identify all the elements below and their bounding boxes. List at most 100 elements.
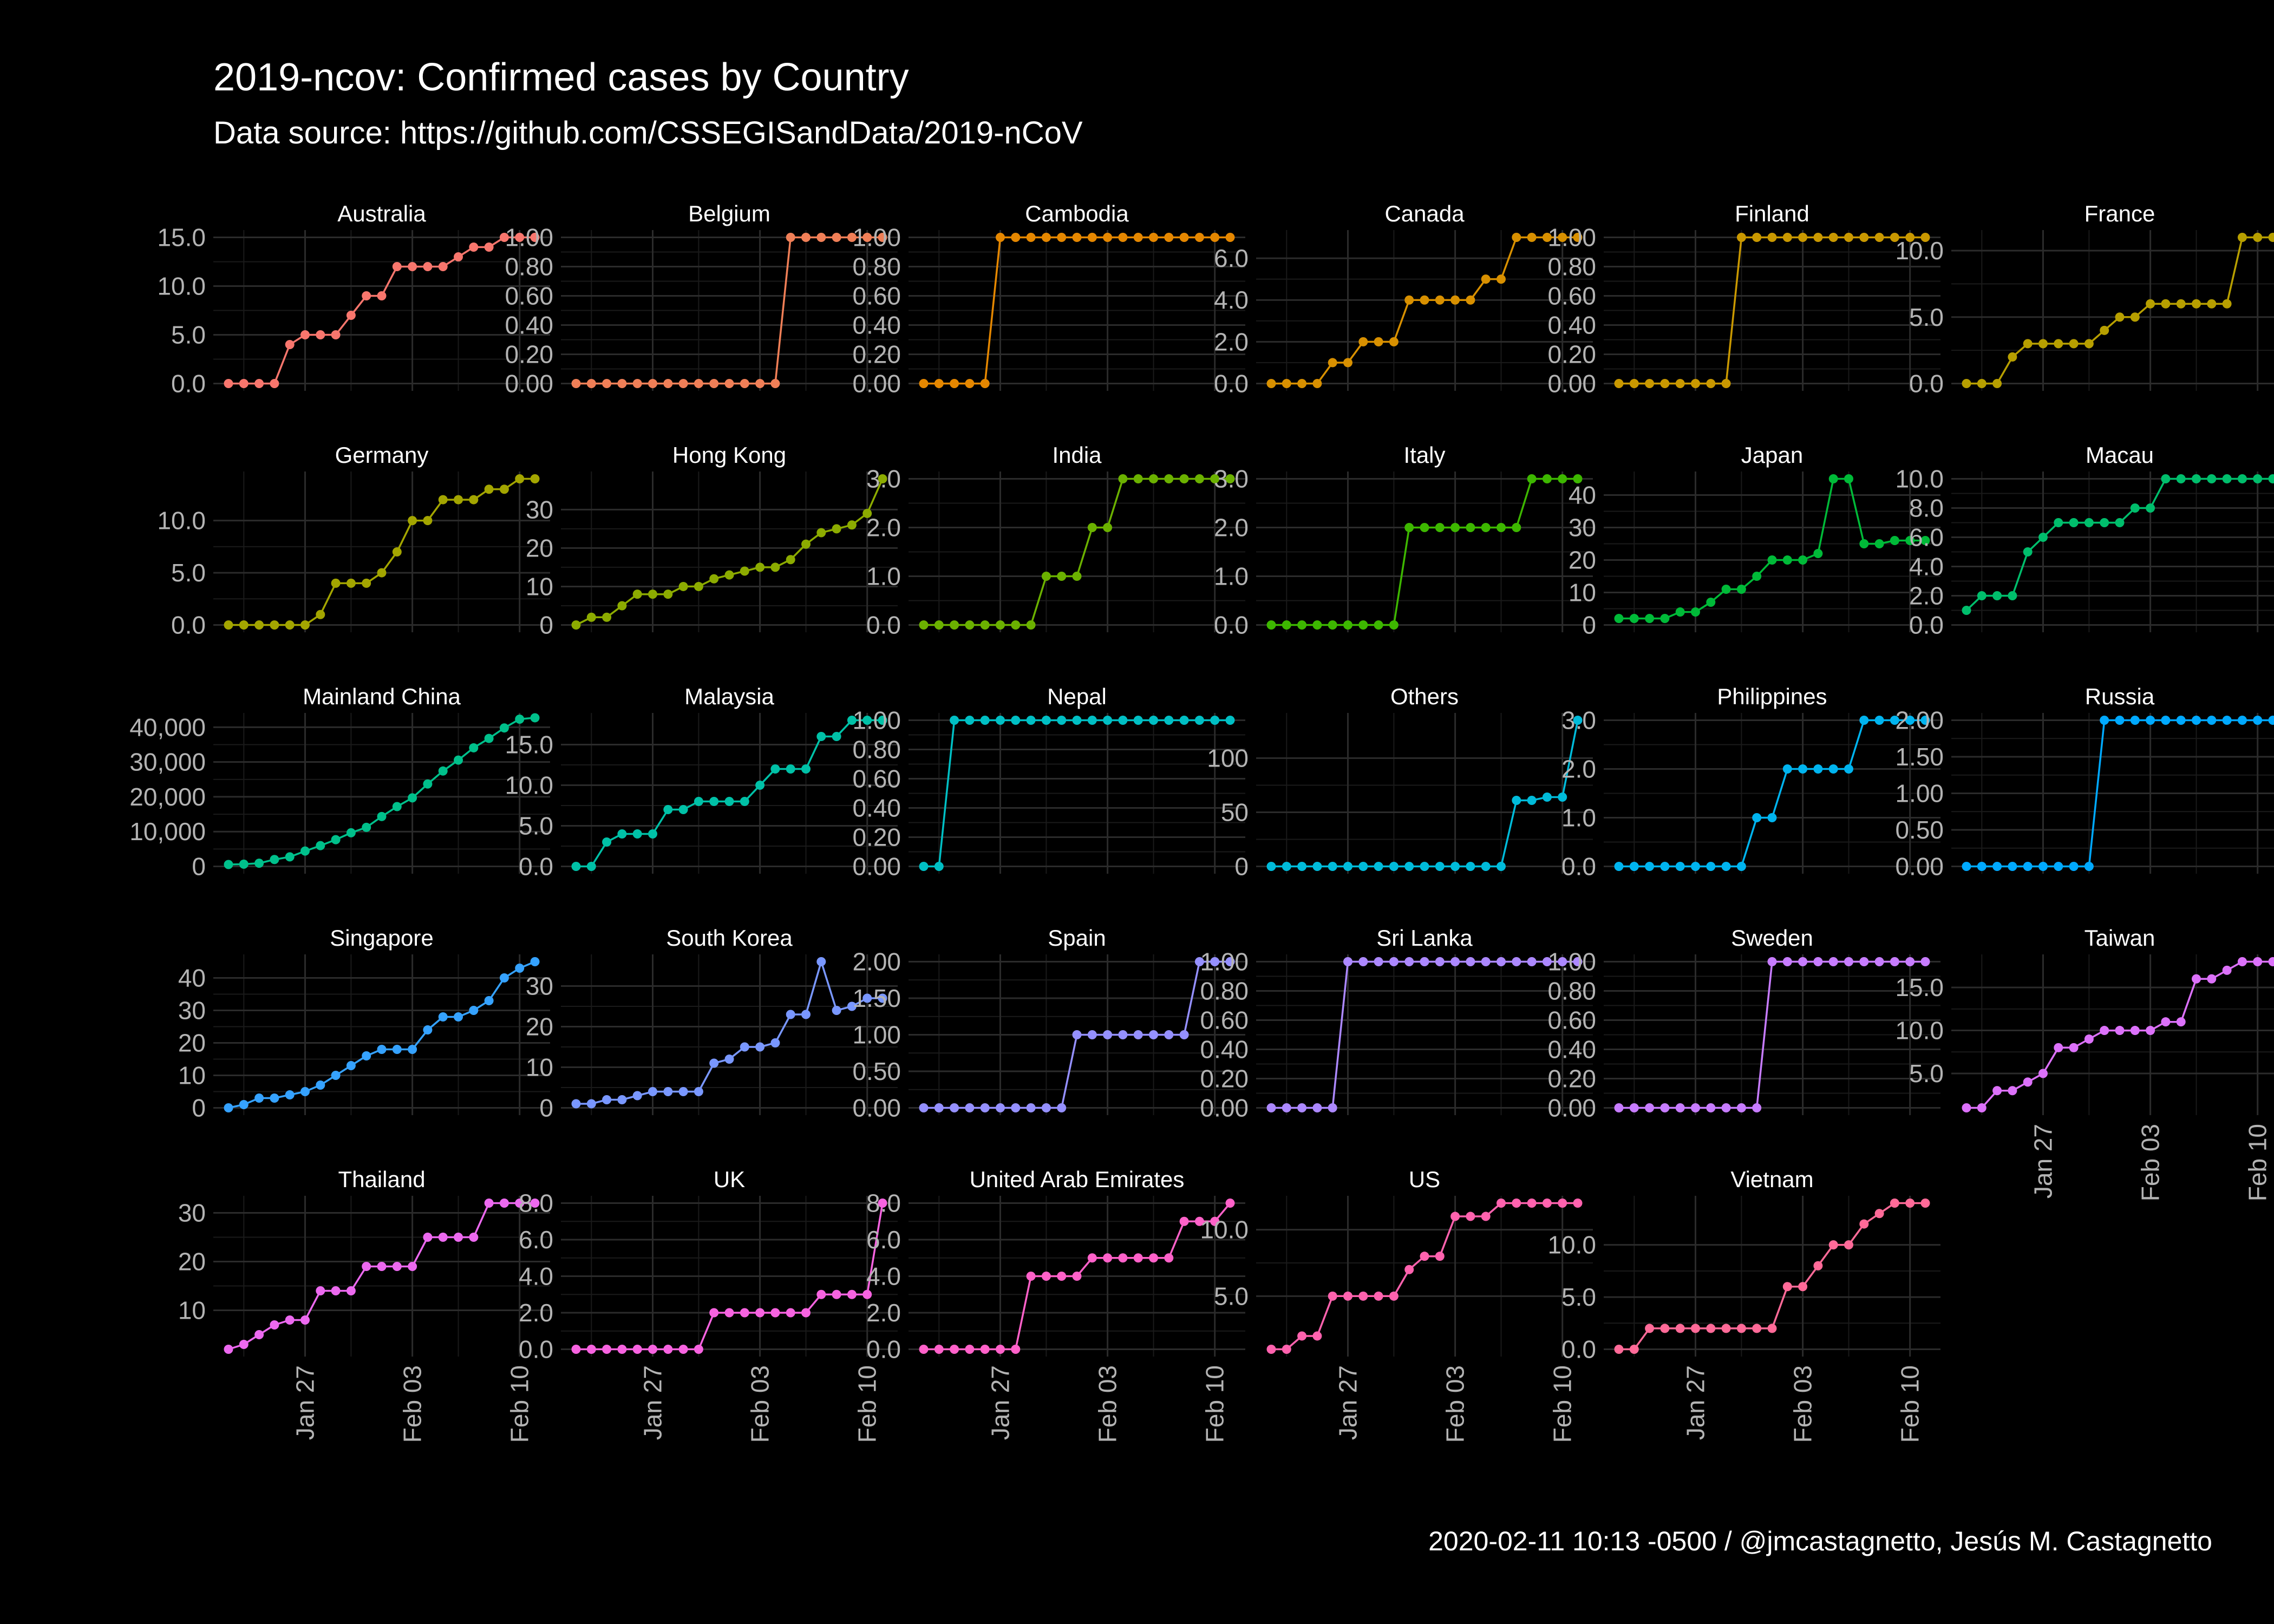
data-point	[499, 973, 509, 983]
panel-strip-label: Belgium	[688, 201, 770, 226]
y-tick-label: 2.0	[1909, 582, 1944, 610]
data-point	[1706, 862, 1716, 871]
y-tick-label: 0.20	[852, 340, 901, 369]
data-point	[515, 715, 525, 724]
panel-strip-label: France	[2084, 201, 2155, 226]
data-point	[254, 1093, 264, 1103]
x-tick-label: Feb 03	[1094, 1365, 1122, 1443]
data-point	[1675, 862, 1685, 871]
data-point	[1645, 1103, 1655, 1112]
data-point	[1573, 716, 1583, 725]
data-point	[438, 1233, 448, 1242]
data-point	[816, 732, 826, 741]
y-tick-label: 0	[539, 1094, 553, 1122]
y-tick-label: 0.40	[1200, 1036, 1249, 1064]
data-point	[571, 379, 581, 388]
data-point	[832, 233, 841, 242]
data-point	[1782, 1282, 1792, 1292]
data-point	[694, 1345, 703, 1354]
data-point	[1041, 233, 1051, 242]
panel-russia: Russia 0.00 0.50 1.00 1.50 2.00	[1895, 684, 2274, 881]
data-point	[1962, 379, 1971, 388]
data-point	[1573, 233, 1583, 242]
data-point	[1675, 1103, 1685, 1112]
data-point	[709, 1058, 719, 1068]
data-point	[2023, 547, 2033, 556]
x-tick-label: Feb 10	[1201, 1365, 1229, 1443]
data-point	[1645, 614, 1655, 623]
data-point	[2192, 716, 2201, 725]
y-tick-label: 0.40	[852, 311, 901, 339]
data-point	[224, 1345, 233, 1354]
data-point	[1512, 1199, 1521, 1208]
y-tick-label: 0.00	[852, 370, 901, 398]
y-tick-label: 1.00	[1200, 948, 1249, 976]
data-point	[1767, 813, 1777, 822]
y-tick-label: 4.0	[1909, 553, 1944, 581]
data-point	[965, 716, 975, 725]
y-tick-label: 2.0	[866, 1299, 901, 1327]
data-point	[2038, 339, 2048, 349]
data-point	[346, 1061, 356, 1070]
y-tick-label: 0.40	[1547, 1036, 1596, 1064]
data-point	[515, 233, 525, 242]
data-point	[1118, 1030, 1128, 1039]
y-tick-label: 0	[1234, 853, 1249, 881]
data-point	[1629, 1345, 1639, 1354]
data-point	[2192, 474, 2201, 483]
data-point	[2069, 1043, 2079, 1052]
data-point	[2237, 957, 2247, 966]
data-point	[1859, 1219, 1869, 1229]
data-point	[980, 620, 990, 630]
data-point	[770, 379, 780, 388]
y-tick-label: 5.0	[1909, 303, 1944, 331]
data-point	[1011, 1345, 1021, 1354]
data-point	[1374, 1291, 1383, 1301]
data-point	[755, 781, 765, 790]
data-point	[980, 379, 990, 388]
data-point	[2115, 716, 2125, 725]
data-point	[377, 568, 387, 578]
data-point	[801, 233, 811, 242]
data-point	[530, 474, 540, 483]
data-point	[709, 574, 719, 584]
series-line	[1619, 477, 1925, 620]
data-point	[1767, 555, 1777, 565]
y-tick-label: 0.60	[505, 282, 553, 310]
data-point	[1828, 1240, 1838, 1250]
data-point	[919, 862, 929, 871]
data-point	[239, 1100, 249, 1109]
data-point	[1752, 233, 1762, 242]
y-tick-label: 1.0	[1561, 804, 1596, 832]
data-point	[300, 620, 310, 630]
data-point	[1690, 1103, 1700, 1112]
series-line	[228, 960, 535, 1109]
panel-strip-label: Philippines	[1717, 684, 1827, 709]
y-tick-label: 0.60	[852, 765, 901, 793]
data-point	[1859, 957, 1869, 966]
data-point	[1420, 1252, 1429, 1261]
data-point	[663, 1345, 673, 1354]
data-point	[1450, 862, 1460, 871]
data-point	[285, 620, 295, 630]
data-point	[408, 262, 417, 271]
data-point	[1404, 862, 1414, 871]
data-point	[1026, 716, 1036, 725]
y-tick-label: 0.80	[1547, 977, 1596, 1005]
data-point	[1266, 620, 1276, 630]
data-point	[934, 862, 944, 871]
data-point	[1041, 716, 1051, 725]
data-point	[454, 1012, 463, 1021]
data-point	[617, 379, 627, 388]
panel-strip-label: India	[1052, 442, 1102, 468]
data-point	[1194, 957, 1204, 966]
data-point	[2100, 1026, 2109, 1036]
series-line	[1965, 477, 2273, 611]
panel-strip-label: Canada	[1384, 201, 1465, 226]
data-point	[1962, 862, 1971, 871]
data-point	[1890, 957, 1899, 966]
y-tick-label: 30,000	[129, 748, 206, 776]
data-point	[469, 1006, 479, 1015]
